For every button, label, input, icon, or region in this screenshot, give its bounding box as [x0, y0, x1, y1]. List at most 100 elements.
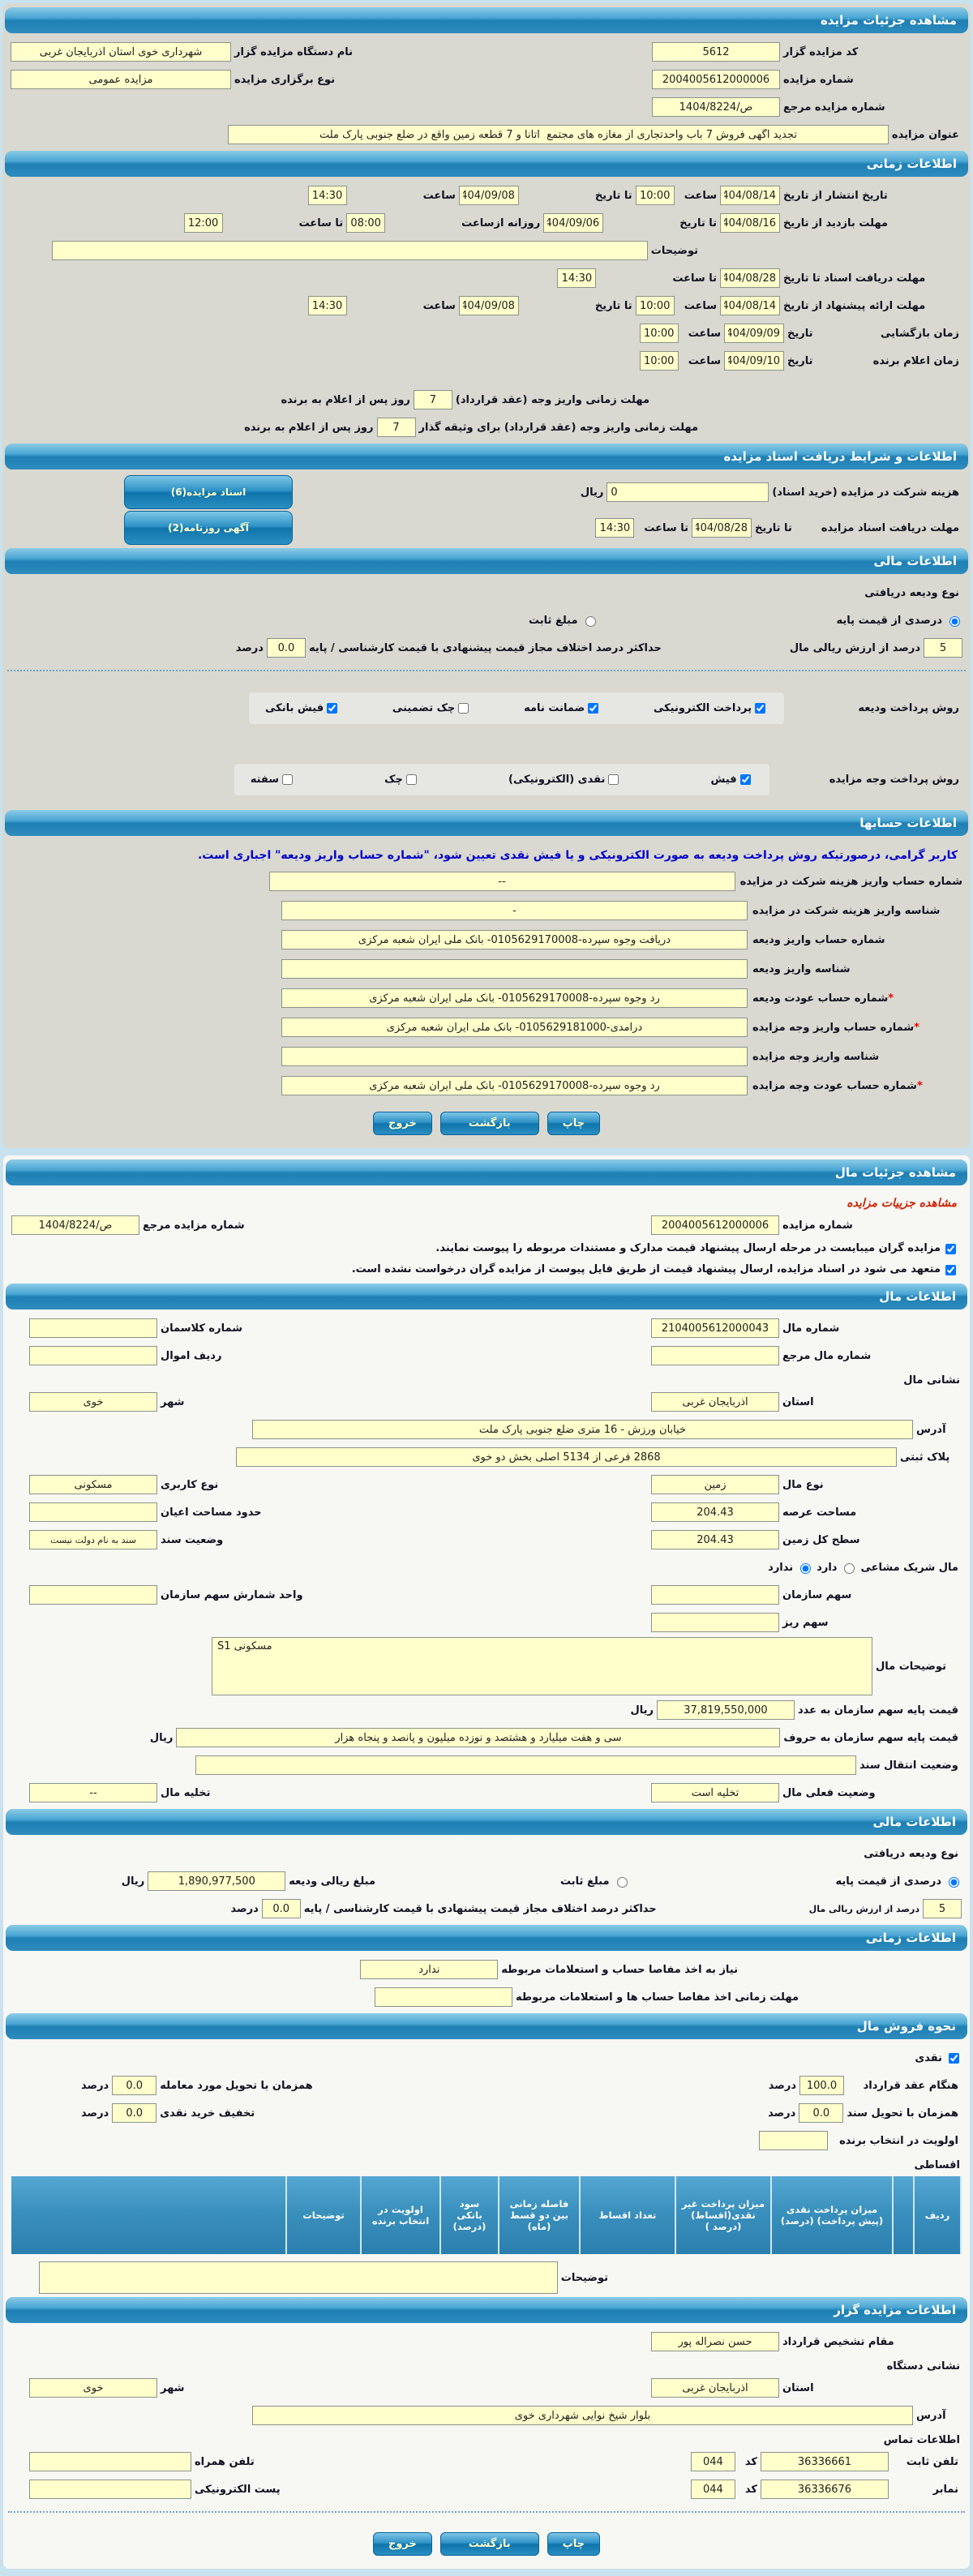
- publish-from-time-field[interactable]: [635, 186, 675, 205]
- acc-fee-deposit-field[interactable]: [268, 872, 735, 891]
- offer-from-time-field[interactable]: [635, 296, 675, 315]
- time-notes-field[interactable]: [51, 241, 648, 260]
- deposit-method-receipt-checkbox[interactable]: [327, 702, 338, 714]
- base-price-number-field[interactable]: [656, 1700, 795, 1720]
- org-province-field[interactable]: [651, 2378, 779, 2398]
- offer-from-date-field[interactable]: [720, 296, 780, 315]
- offer-to-time-field[interactable]: [307, 296, 347, 315]
- pay-deadline-2-field[interactable]: [376, 418, 416, 437]
- deposit-percent-field[interactable]: [924, 638, 962, 658]
- acc-deposit-return-field[interactable]: [281, 988, 748, 1008]
- pay-method-promissory-checkbox[interactable]: [282, 774, 294, 785]
- deposit-fixed-radio[interactable]: [585, 616, 596, 627]
- opening-date-field[interactable]: [724, 324, 784, 343]
- email-field[interactable]: [29, 2480, 191, 2499]
- org-name-field[interactable]: [11, 42, 231, 62]
- print-button[interactable]: چاپ: [547, 1112, 601, 1135]
- winner-priority-field[interactable]: [759, 2131, 828, 2150]
- deposit-amount-field[interactable]: [148, 1871, 286, 1891]
- asset-province-field[interactable]: [651, 1392, 779, 1412]
- base-price-words-field[interactable]: [176, 1728, 781, 1747]
- acc-deposit-pay-field[interactable]: [281, 930, 748, 949]
- asset-notes-field[interactable]: مسکونی S1: [212, 1637, 872, 1695]
- clearance-need-field[interactable]: [360, 1960, 499, 1979]
- asset-no-field[interactable]: [651, 1318, 779, 1338]
- asset-ref-no-field[interactable]: [11, 1215, 139, 1235]
- cash-discount-field[interactable]: [112, 2103, 157, 2123]
- acc-deposit-id-field[interactable]: [281, 959, 748, 979]
- delivery-percent-field[interactable]: [112, 2076, 157, 2095]
- org-city-field[interactable]: [29, 2378, 157, 2398]
- no-price-file-checkbox[interactable]: [945, 1265, 956, 1275]
- offer-to-date-field[interactable]: [458, 296, 519, 315]
- bidder-code-field[interactable]: [652, 42, 780, 62]
- contract-percent-field[interactable]: [799, 2076, 844, 2095]
- deposit-method-epay-checkbox[interactable]: [755, 702, 765, 714]
- clearance-period-field[interactable]: [375, 1987, 513, 2007]
- pay-method-receipt-checkbox[interactable]: [739, 774, 751, 785]
- acc-fee-id-field[interactable]: [281, 901, 748, 920]
- asset-radif-field[interactable]: [29, 1346, 157, 1365]
- maxdiff-field[interactable]: [266, 638, 306, 658]
- asset-deed-status-field[interactable]: [29, 1530, 157, 1549]
- evacuation-field[interactable]: [29, 1783, 157, 1802]
- asset-land-field[interactable]: [651, 1530, 779, 1549]
- winner-date-field[interactable]: [724, 351, 784, 371]
- partner-no-radio[interactable]: [800, 1563, 812, 1574]
- asset-maxdiff-field[interactable]: [261, 1899, 301, 1918]
- print-button[interactable]: چاپ: [547, 2532, 601, 2556]
- exit-button[interactable]: خروج: [372, 2532, 432, 2556]
- fee-field[interactable]: [607, 482, 769, 502]
- acc-auction-pay-field[interactable]: [281, 1018, 748, 1037]
- back-button[interactable]: بازگشت: [439, 1112, 539, 1135]
- mobile-field[interactable]: [29, 2452, 191, 2471]
- phone-code-field[interactable]: [690, 2452, 735, 2471]
- publish-to-date-field[interactable]: [458, 186, 519, 205]
- asset-plate-field[interactable]: [236, 1447, 897, 1467]
- asset-deposit-fixed-radio[interactable]: [616, 1877, 628, 1888]
- publish-from-date-field[interactable]: [720, 186, 780, 205]
- class-no-field[interactable]: [29, 1318, 157, 1338]
- contract-authority-field[interactable]: [651, 2332, 779, 2351]
- org-share-field[interactable]: [651, 1585, 779, 1605]
- ref-no-field[interactable]: [652, 97, 780, 117]
- deed-percent-field[interactable]: [799, 2103, 844, 2123]
- acc-auction-return-field[interactable]: [281, 1076, 748, 1095]
- asset-area-field[interactable]: [651, 1502, 779, 1522]
- deposit-method-guarantee-checkbox[interactable]: [588, 702, 599, 714]
- phone-field[interactable]: [761, 2452, 889, 2471]
- visit-time-to-field[interactable]: [183, 213, 223, 233]
- back-button[interactable]: بازگشت: [439, 2532, 539, 2556]
- publish-to-time-field[interactable]: [307, 186, 347, 205]
- asset-ayan-field[interactable]: [29, 1502, 157, 1522]
- newspaper-ad-button[interactable]: آگهی روزنامه(2): [124, 511, 293, 545]
- auction-title-field[interactable]: [227, 125, 889, 144]
- deed-transfer-field[interactable]: [195, 1755, 856, 1775]
- asset-city-field[interactable]: [29, 1392, 157, 1412]
- exit-button[interactable]: خروج: [372, 1112, 432, 1135]
- asset-ref-field[interactable]: [651, 1346, 779, 1365]
- acc-auction-id-field[interactable]: [281, 1047, 748, 1066]
- docs-receive-time-field[interactable]: [595, 518, 635, 538]
- asset-type-field[interactable]: [651, 1475, 779, 1494]
- current-status-field[interactable]: [651, 1783, 779, 1802]
- pay-deadline-1-field[interactable]: [413, 390, 452, 409]
- opening-time-field[interactable]: [639, 324, 679, 343]
- visit-to-field[interactable]: [543, 213, 604, 233]
- docs-deadline-time-field[interactable]: [557, 268, 597, 288]
- docs-receive-date-field[interactable]: [692, 518, 752, 538]
- auction-type-field[interactable]: [11, 70, 231, 89]
- asset-auction-no-field[interactable]: [651, 1215, 779, 1235]
- fax-field[interactable]: [761, 2480, 889, 2499]
- visit-from-field[interactable]: [720, 213, 780, 233]
- asset-address-field[interactable]: [252, 1420, 913, 1439]
- deposit-method-check-checkbox[interactable]: [458, 702, 469, 714]
- asset-deposit-percent-radio[interactable]: [949, 1877, 959, 1888]
- auction-docs-button[interactable]: اسناد مزایده(6): [124, 475, 293, 509]
- attach-docs-checkbox[interactable]: [945, 1244, 956, 1254]
- partner-yes-radio[interactable]: [844, 1563, 855, 1574]
- sale-notes-field[interactable]: [38, 2261, 558, 2294]
- asset-usage-field[interactable]: [29, 1475, 157, 1494]
- asset-deposit-percent-field[interactable]: [923, 1899, 962, 1918]
- cash-sale-checkbox[interactable]: [949, 2052, 959, 2064]
